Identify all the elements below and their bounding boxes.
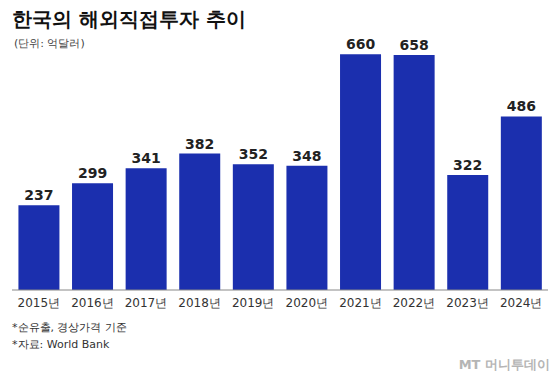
svg-text:486: 486 — [507, 98, 536, 114]
svg-text:2015년: 2015년 — [18, 296, 61, 310]
svg-text:660: 660 — [346, 36, 375, 52]
svg-text:2020년: 2020년 — [286, 296, 329, 310]
html-text:(단위: 억달러): (단위: 억달러) — [14, 37, 85, 50]
svg-text:299: 299 — [78, 165, 107, 181]
svg-text:322: 322 — [453, 157, 482, 173]
svg-text:2016년: 2016년 — [71, 296, 114, 310]
svg-text:658: 658 — [400, 37, 429, 53]
svg-text:237: 237 — [24, 187, 53, 203]
svg-text:2021년: 2021년 — [339, 296, 382, 310]
svg-text:2023년: 2023년 — [446, 296, 489, 310]
svg-text:2017년: 2017년 — [125, 296, 168, 310]
svg-text:2019년: 2019년 — [232, 296, 275, 310]
svg-text:2022년: 2022년 — [393, 296, 436, 310]
svg-text:352: 352 — [239, 146, 268, 162]
html-text:한국의 해외직접투자 추이: 한국의 해외직접투자 추이 — [12, 7, 246, 31]
svg-text:2024년: 2024년 — [500, 296, 543, 310]
html-text:MT 머니투데이: MT 머니투데이 — [458, 357, 550, 372]
svg-text:382: 382 — [185, 136, 214, 152]
svg-text:348: 348 — [292, 148, 321, 164]
svg-text:2018년: 2018년 — [178, 296, 221, 310]
svg-text:341: 341 — [132, 150, 161, 166]
html-text:*순유출, 경상가격 기준: *순유출, 경상가격 기준 — [12, 321, 127, 334]
html-text:*자료: World Bank: *자료: World Bank — [12, 338, 110, 351]
